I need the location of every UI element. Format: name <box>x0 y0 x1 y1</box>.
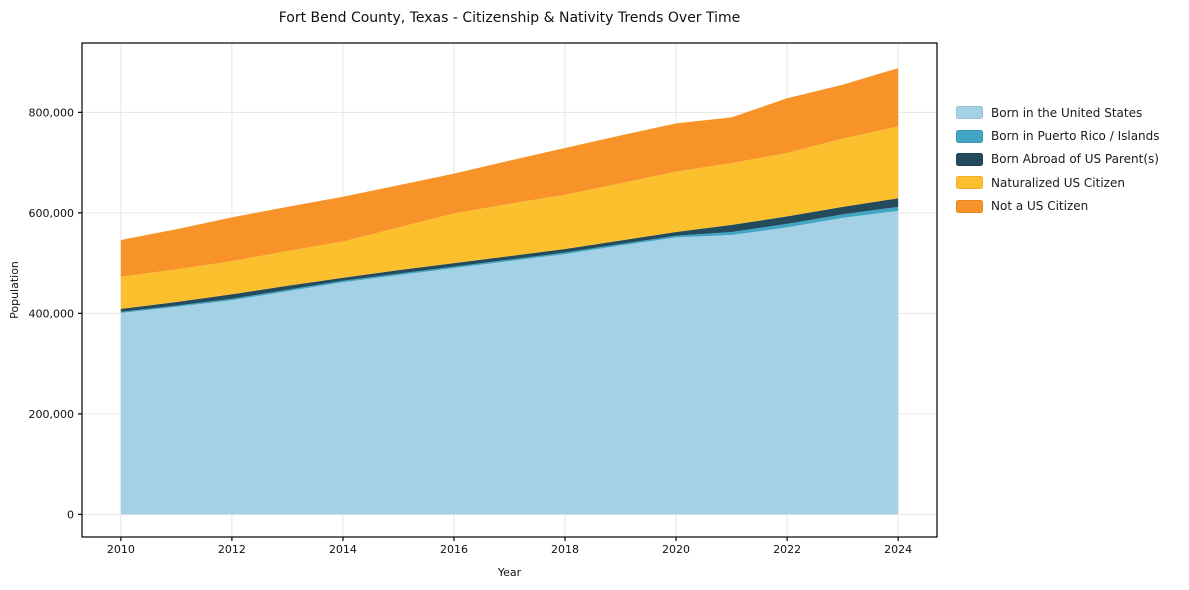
legend-item-4: Not a US Citizen <box>956 195 1160 218</box>
axes-frame <box>81 42 938 538</box>
legend-label: Naturalized US Citizen <box>991 175 1125 190</box>
legend-swatch <box>956 129 983 143</box>
area-series-3 <box>120 126 899 309</box>
x-tick-label: 2016 <box>440 543 468 556</box>
legend-swatch <box>956 199 983 213</box>
area-series-2 <box>120 198 899 312</box>
y-axis-label: Population <box>8 261 21 319</box>
legend-item-3: Naturalized US Citizen <box>956 171 1160 194</box>
y-tick-label: 0 <box>67 508 74 521</box>
legend-swatch <box>956 106 983 120</box>
stacked-areas <box>120 68 899 515</box>
y-tick-label: 200,000 <box>29 408 75 421</box>
legend-label: Born in Puerto Rico / Islands <box>991 129 1160 144</box>
area-series-0 <box>120 210 899 515</box>
x-tick-label: 2012 <box>218 543 246 556</box>
legend-swatch <box>956 176 983 190</box>
x-axis-label: Year <box>497 566 522 579</box>
tick-layer: 0 200,000 400,000 600,000 800,000 2010 2012 201… <box>29 106 913 556</box>
y-tick-label: 800,000 <box>29 106 75 119</box>
y-tick-label: 400,000 <box>29 307 75 320</box>
legend-item-1: Born in Puerto Rico / Islands <box>956 124 1160 147</box>
x-tick-label: 2024 <box>884 543 912 556</box>
legend: Born in the United States Born in Puerto … <box>956 101 1160 218</box>
legend-label: Not a US Citizen <box>991 199 1089 214</box>
legend-swatch <box>956 152 983 166</box>
legend-item-0: Born in the United States <box>956 101 1160 124</box>
legend-label: Born Abroad of US Parent(s) <box>991 152 1159 167</box>
x-tick-label: 2018 <box>551 543 579 556</box>
x-tick-label: 2022 <box>773 543 801 556</box>
legend-label: Born in the United States <box>991 105 1143 120</box>
area-series-1 <box>120 206 899 313</box>
chart-title: Fort Bend County, Texas - Citizenship & … <box>279 10 741 26</box>
area-series-4 <box>120 68 899 277</box>
x-tick-label: 2010 <box>107 543 135 556</box>
x-tick-label: 2014 <box>329 543 357 556</box>
legend-item-2: Born Abroad of US Parent(s) <box>956 148 1160 171</box>
x-tick-label: 2020 <box>662 543 690 556</box>
y-tick-label: 600,000 <box>29 207 75 220</box>
